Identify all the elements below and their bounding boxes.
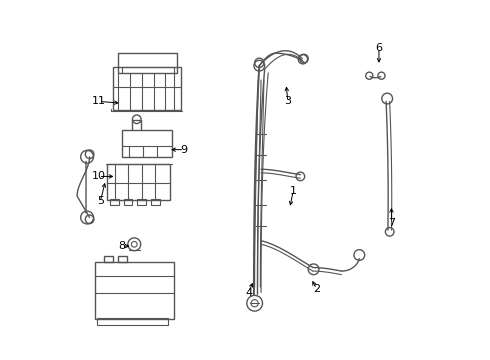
- Text: 7: 7: [388, 218, 395, 228]
- Text: 6: 6: [375, 43, 383, 53]
- Text: 9: 9: [181, 145, 188, 155]
- Text: 8: 8: [118, 241, 125, 251]
- Text: 2: 2: [313, 284, 320, 294]
- Text: 4: 4: [245, 288, 252, 297]
- Text: 1: 1: [290, 186, 297, 196]
- Text: 10: 10: [92, 171, 105, 181]
- Text: 11: 11: [92, 96, 105, 107]
- Text: 5: 5: [97, 197, 104, 206]
- Text: 3: 3: [284, 96, 292, 107]
